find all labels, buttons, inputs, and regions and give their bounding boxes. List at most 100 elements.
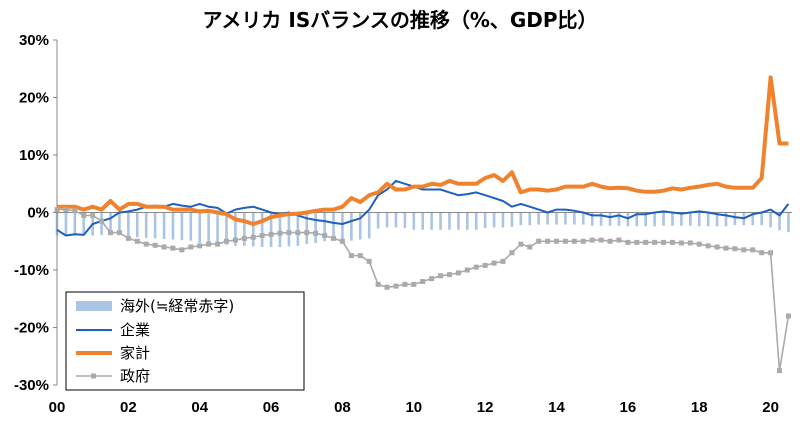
series-marker: [134, 238, 140, 244]
series-marker: [339, 238, 345, 244]
bar-mark: [64, 212, 68, 236]
x-tick-label: 14: [548, 399, 565, 416]
bar-mark: [269, 212, 273, 247]
bar-mark: [251, 212, 255, 247]
bar-mark: [787, 212, 790, 233]
bar-mark: [778, 212, 781, 231]
series-marker: [616, 237, 622, 243]
series-marker: [678, 240, 684, 246]
bar-mark: [287, 212, 291, 247]
legend-label: 政府: [120, 367, 150, 385]
x-tick-label: 02: [120, 399, 137, 416]
bar-mark: [162, 212, 166, 239]
bar-mark: [439, 212, 442, 230]
series-marker: [536, 238, 542, 244]
series-marker: [777, 368, 783, 374]
y-tick-label: -10%: [14, 262, 49, 279]
bar-mark: [466, 212, 469, 230]
series-marker: [661, 239, 667, 245]
series-marker: [63, 207, 69, 213]
series-marker: [589, 237, 595, 243]
series-marker: [759, 250, 765, 256]
bar-mark: [689, 212, 692, 226]
series-marker: [607, 238, 613, 244]
bar-mark: [483, 212, 487, 229]
bar-mark: [653, 212, 656, 227]
bar-mark: [555, 212, 558, 225]
bar-mark: [608, 212, 612, 226]
bar-mark: [626, 212, 630, 227]
bar-mark: [715, 212, 719, 227]
bar-mark: [341, 212, 344, 241]
bar-mark: [519, 212, 523, 226]
bar-mark: [724, 212, 728, 227]
series-marker: [72, 208, 78, 214]
series-marker: [482, 262, 488, 268]
bar-mark: [100, 212, 103, 235]
series-marker: [527, 244, 533, 250]
series-marker: [500, 258, 506, 264]
series-marker: [723, 245, 729, 251]
bar-mark: [671, 212, 674, 226]
series-marker: [464, 267, 470, 273]
bar-mark: [367, 212, 371, 239]
series-marker: [446, 272, 452, 278]
series-marker: [687, 240, 693, 246]
series-marker: [741, 247, 747, 253]
series-marker: [509, 250, 515, 256]
series-marker: [420, 279, 426, 284]
bar-mark: [537, 212, 540, 225]
series-marker: [259, 233, 265, 238]
series-marker: [785, 313, 791, 319]
series-marker: [696, 241, 702, 247]
series-marker: [116, 230, 122, 236]
series-marker: [393, 283, 399, 289]
bar-mark: [243, 212, 246, 246]
series-marker: [215, 241, 221, 247]
x-tick-label: 06: [263, 399, 280, 416]
bar-mark: [635, 212, 639, 227]
bar-mark: [305, 212, 309, 245]
bars-group: [55, 212, 790, 247]
series-marker: [411, 281, 417, 287]
x-tick-label: 04: [191, 399, 208, 416]
bar-mark: [314, 212, 317, 243]
bar-mark: [216, 212, 219, 245]
series-marker: [232, 237, 238, 243]
bar-mark: [448, 212, 451, 230]
series-marker: [223, 238, 229, 244]
bar-mark: [189, 212, 193, 241]
bar-mark: [492, 212, 496, 228]
series-marker: [348, 253, 354, 259]
bar-mark: [135, 212, 139, 238]
bar-mark: [350, 212, 353, 241]
series-marker: [90, 212, 96, 218]
bar-mark: [769, 212, 772, 228]
y-tick-label: -20%: [14, 320, 49, 337]
bar-mark: [599, 212, 603, 226]
bar-mark: [617, 212, 621, 226]
bar-mark: [234, 212, 237, 246]
series-marker: [714, 244, 720, 250]
series-marker: [545, 238, 551, 244]
bar-mark: [358, 212, 362, 240]
bar-mark: [180, 212, 184, 241]
bar-mark: [573, 212, 576, 225]
bar-mark: [109, 212, 112, 235]
bar-mark: [82, 212, 86, 236]
series-marker: [277, 230, 283, 236]
x-tick-label: 18: [691, 399, 708, 416]
bar-mark: [171, 212, 175, 240]
series-marker: [643, 239, 649, 245]
bar-mark: [394, 212, 398, 228]
bar-mark: [144, 212, 148, 238]
series-marker: [54, 207, 60, 213]
bar-mark: [680, 212, 683, 226]
series-marker: [554, 238, 560, 244]
bar-mark: [207, 212, 210, 244]
bar-mark: [697, 212, 701, 227]
legend-swatch: [76, 301, 112, 311]
